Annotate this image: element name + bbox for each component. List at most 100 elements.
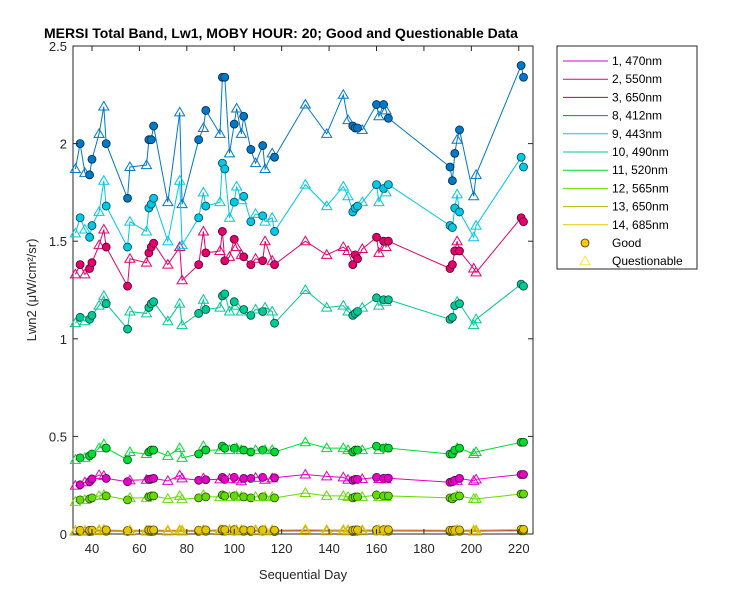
good-point bbox=[101, 242, 111, 252]
questionable-point bbox=[467, 474, 480, 485]
questionable-point bbox=[69, 268, 82, 279]
good-point bbox=[455, 207, 464, 217]
good-point bbox=[455, 473, 464, 483]
questionable-point bbox=[230, 241, 243, 252]
questionable-point bbox=[124, 215, 136, 226]
questionable-point bbox=[140, 159, 153, 170]
good-point bbox=[146, 135, 156, 145]
questionable-point bbox=[470, 219, 482, 230]
questionable-point bbox=[173, 442, 186, 453]
questionable-point bbox=[299, 178, 312, 189]
x-tick-label: 200 bbox=[460, 541, 482, 556]
questionable-point bbox=[173, 297, 186, 308]
questionable-point bbox=[235, 127, 248, 138]
questionable-point bbox=[249, 157, 262, 168]
legend-label: Questionable bbox=[612, 254, 683, 268]
good-point bbox=[353, 254, 362, 264]
questionable-point bbox=[470, 524, 482, 535]
questionable-point bbox=[197, 293, 210, 304]
good-point bbox=[455, 125, 464, 135]
questionable-point bbox=[259, 162, 271, 173]
questionable-point bbox=[356, 490, 369, 501]
good-point bbox=[383, 491, 393, 501]
questionable-point bbox=[249, 471, 262, 482]
questionable-point bbox=[266, 305, 279, 316]
x-axis-label: Sequential Day bbox=[259, 567, 348, 582]
questionable-point bbox=[470, 446, 482, 457]
good-point bbox=[455, 443, 464, 453]
questionable-point bbox=[124, 305, 136, 316]
questionable-point bbox=[214, 244, 226, 255]
questionable-point bbox=[173, 174, 186, 185]
questionable-point bbox=[230, 102, 243, 113]
good-point bbox=[372, 180, 381, 189]
good-point bbox=[383, 236, 393, 246]
x-tick-label: 160 bbox=[366, 541, 388, 556]
x-tick-label: 220 bbox=[508, 541, 530, 556]
questionable-point bbox=[249, 252, 262, 263]
questionable-point bbox=[173, 469, 186, 480]
questionable-point bbox=[320, 470, 333, 481]
questionable-point bbox=[93, 127, 105, 138]
questionable-point bbox=[249, 444, 262, 455]
good-point bbox=[220, 474, 230, 484]
x-tick-label: 180 bbox=[413, 541, 435, 556]
questionable-point bbox=[197, 225, 210, 236]
good-point bbox=[270, 493, 279, 503]
good-point bbox=[201, 445, 211, 455]
good-point bbox=[194, 260, 204, 270]
questionable-point bbox=[320, 301, 333, 312]
good-point bbox=[246, 145, 256, 154]
questionable-point bbox=[223, 147, 236, 158]
questionable-point bbox=[299, 468, 312, 479]
questionable-point bbox=[249, 303, 262, 314]
questionable-point bbox=[140, 225, 153, 236]
questionable-point bbox=[230, 299, 243, 310]
good-point bbox=[201, 248, 211, 258]
legend-label: 9, 443nm bbox=[612, 127, 662, 141]
questionable-point bbox=[320, 127, 333, 138]
good-point bbox=[270, 525, 279, 535]
questionable-point bbox=[470, 313, 482, 324]
questionable-point bbox=[356, 301, 369, 312]
questionable-point bbox=[69, 317, 82, 328]
good-point bbox=[450, 148, 460, 158]
questionable-point bbox=[214, 127, 226, 138]
good-point bbox=[123, 324, 132, 334]
good-point bbox=[239, 492, 249, 502]
good-point bbox=[239, 305, 249, 314]
legend-good-marker bbox=[580, 238, 590, 248]
good-point bbox=[101, 443, 111, 453]
questionable-point bbox=[230, 473, 243, 484]
good-point bbox=[258, 141, 268, 150]
good-point bbox=[383, 443, 393, 453]
legend-box bbox=[556, 45, 698, 270]
questionable-point bbox=[214, 301, 226, 312]
x-axis: 40 60 80 100 120 140 160 180 200 220 bbox=[85, 46, 530, 556]
good-point bbox=[239, 191, 249, 201]
questionable-point bbox=[93, 489, 105, 500]
good-point bbox=[123, 193, 132, 203]
legend-label: 1, 470nm bbox=[612, 54, 662, 68]
series-6 bbox=[69, 436, 528, 465]
good-point bbox=[201, 305, 211, 314]
questionable-point bbox=[176, 493, 188, 504]
legend-label: 2, 550nm bbox=[612, 72, 662, 86]
x-tick-label: 140 bbox=[318, 541, 340, 556]
questionable-point bbox=[337, 88, 350, 99]
questionable-point bbox=[124, 474, 136, 485]
series-4 bbox=[69, 152, 528, 252]
questionable-point bbox=[299, 523, 312, 534]
x-tick-label: 40 bbox=[85, 541, 99, 556]
questionable-point bbox=[373, 110, 385, 121]
good-point bbox=[87, 258, 97, 268]
questionable-point bbox=[356, 444, 369, 455]
good-point bbox=[455, 491, 464, 501]
questionable-point bbox=[356, 523, 369, 534]
good-point bbox=[229, 234, 239, 244]
good-point bbox=[149, 193, 159, 203]
questionable-point bbox=[356, 472, 369, 483]
good-point bbox=[445, 162, 455, 172]
good-point bbox=[270, 227, 279, 236]
